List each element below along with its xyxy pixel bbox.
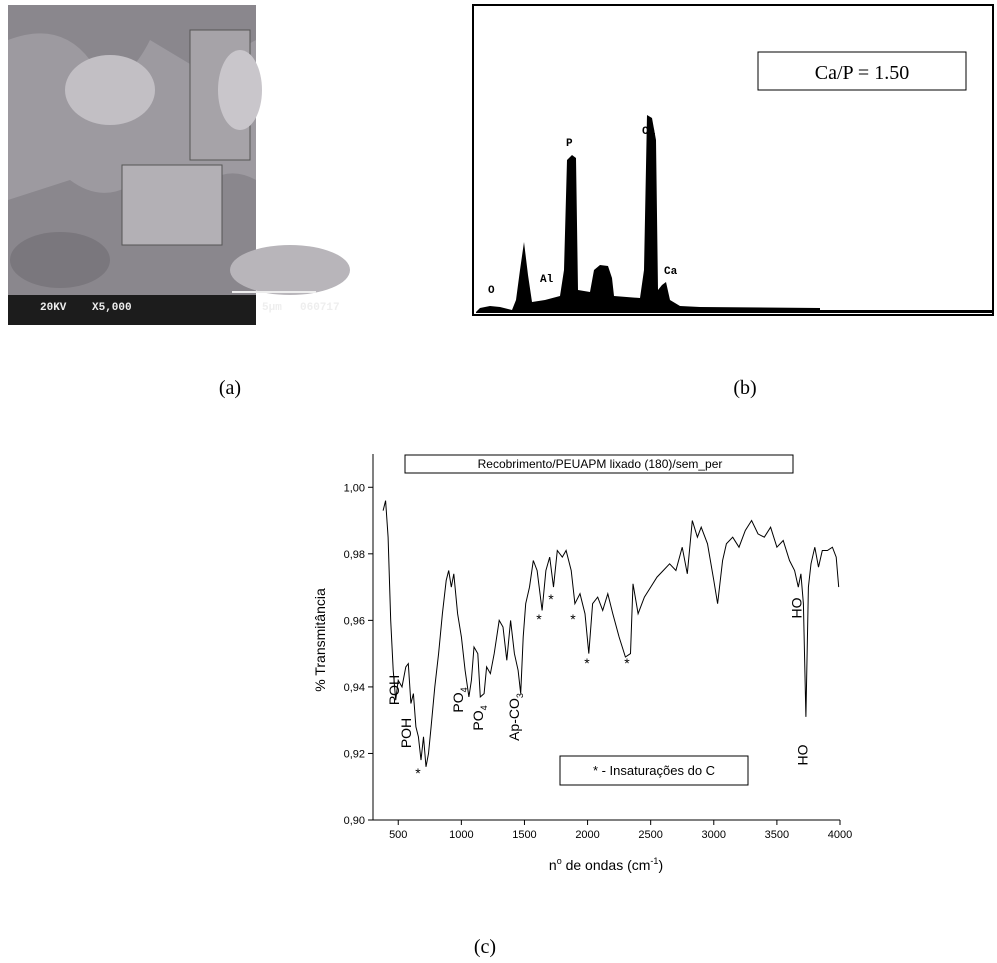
annotation-text: * bbox=[584, 655, 590, 671]
y-axis-title: % Transmitância bbox=[312, 588, 328, 692]
annotation: * bbox=[415, 765, 421, 781]
peak-label: Ca bbox=[642, 126, 656, 138]
annotation-text: PO bbox=[450, 692, 466, 712]
x-tick-label: 2500 bbox=[638, 829, 662, 841]
x-axis-title-part: de ondas (cm bbox=[562, 857, 651, 873]
spectrum-line bbox=[382, 500, 840, 767]
eds-spectrum: Ca/P = 1.50 O Al P Ca Ca bbox=[472, 4, 994, 316]
y-tick-label: 0,94 bbox=[344, 682, 365, 694]
annotation: * bbox=[584, 655, 590, 671]
annotation-text: * bbox=[415, 765, 421, 781]
annotation-sub: 4 bbox=[459, 687, 469, 692]
annotation-text: OH bbox=[795, 745, 811, 766]
note: * - Insaturações do C bbox=[593, 763, 715, 778]
sem-label: 060717 bbox=[300, 302, 340, 314]
note-box bbox=[559, 755, 749, 786]
y-tick-label: 0,92 bbox=[344, 748, 365, 760]
x-tick-label: 3000 bbox=[702, 829, 726, 841]
legend-box bbox=[404, 454, 794, 474]
annotation-sub: 3 bbox=[515, 693, 525, 698]
x-axis-title-part: ) bbox=[658, 857, 663, 873]
annotation-text: PO bbox=[470, 710, 486, 730]
caption: (b) bbox=[733, 377, 756, 399]
sem-image: 20KV X5,000 5μm 060717 bbox=[8, 5, 350, 325]
annotation-text: * bbox=[548, 591, 554, 607]
peak-label: Ca bbox=[664, 266, 678, 278]
ratio-label: Ca/P = 1.50 bbox=[815, 62, 909, 84]
caption: (a) bbox=[219, 377, 241, 399]
annotation: * bbox=[548, 591, 554, 607]
annotation: * bbox=[624, 655, 630, 671]
annotation: PO4 bbox=[470, 705, 489, 730]
x-axis-title-part: n bbox=[549, 857, 557, 873]
x-tick-label: 3500 bbox=[765, 829, 789, 841]
annotation-text: * bbox=[536, 611, 542, 627]
annotation: PO4 bbox=[450, 687, 469, 712]
caption: (c) bbox=[474, 936, 496, 958]
sem-label: X5,000 bbox=[92, 302, 132, 314]
x-tick-label: 500 bbox=[389, 829, 407, 841]
annotation-text: * bbox=[570, 611, 576, 627]
x-axis-title: no de ondas (cm-1) bbox=[549, 856, 663, 873]
y-tick-label: 0,90 bbox=[344, 815, 365, 827]
annotation: Ap-CO3 bbox=[506, 693, 525, 741]
legend: Recobrimento/PEUAPM lixado (180)/sem_per bbox=[478, 457, 723, 471]
annotation: POH bbox=[398, 718, 414, 748]
x-tick-label: 2000 bbox=[575, 829, 599, 841]
annotation: OH bbox=[795, 745, 811, 766]
annotation-text: * bbox=[624, 655, 630, 671]
annotation-text: POH bbox=[386, 675, 402, 705]
x-tick-label: 1500 bbox=[512, 829, 536, 841]
peak-label: O bbox=[488, 285, 495, 297]
y-tick-label: 0,98 bbox=[344, 549, 365, 561]
y-tick-label: 0,96 bbox=[344, 615, 365, 627]
sem-label: 20KV bbox=[40, 302, 67, 314]
annotation: OH bbox=[789, 598, 805, 619]
x-axis-title-part: -1 bbox=[650, 856, 658, 866]
annotation: POH bbox=[386, 675, 402, 705]
x-tick-label: 1000 bbox=[449, 829, 473, 841]
annotation-text: Ap-CO bbox=[506, 698, 522, 741]
y-tick-label: 1,00 bbox=[344, 482, 365, 494]
annotation-sub: 4 bbox=[479, 705, 489, 710]
x-tick-label: 4000 bbox=[828, 829, 852, 841]
x-axis-title-part: o bbox=[557, 856, 562, 866]
annotation-text: POH bbox=[398, 718, 414, 748]
annotation-text: OH bbox=[789, 598, 805, 619]
peak-label: Al bbox=[540, 274, 554, 286]
annotation: * bbox=[536, 611, 542, 627]
annotation: * bbox=[570, 611, 576, 627]
sem-label: 5μm bbox=[262, 302, 282, 314]
peak-label: P bbox=[566, 138, 573, 150]
